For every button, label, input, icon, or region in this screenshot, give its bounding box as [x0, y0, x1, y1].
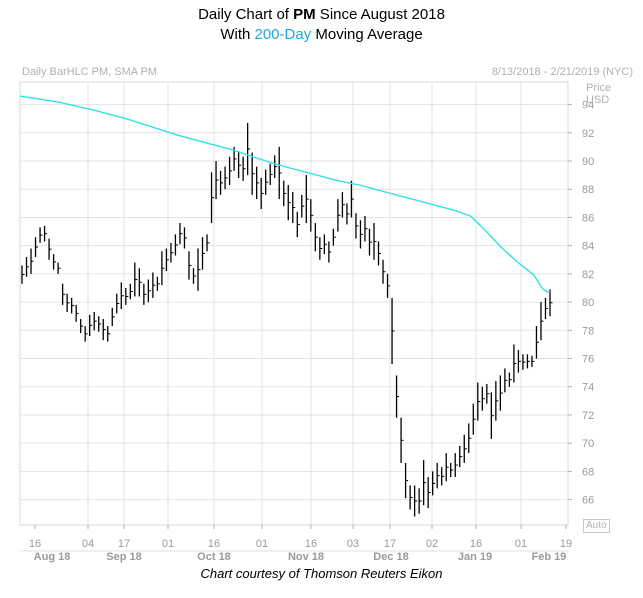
- title-ticker: PM: [293, 6, 316, 23]
- title2-prefix: With: [220, 26, 255, 43]
- x-month-label: Jan 19: [458, 551, 492, 563]
- x-tick-label: 04: [82, 538, 94, 550]
- sma-200-line: [19, 95, 551, 294]
- x-month-label: Sep 18: [106, 551, 141, 563]
- chart-series-label: Daily BarHLC PM, SMA PM: [22, 66, 158, 78]
- auto-scale-button[interactable]: Auto: [583, 519, 610, 533]
- chart-date-range: 8/13/2018 - 2/21/2019 (NYC): [491, 66, 633, 78]
- x-tick-label: 16: [208, 538, 220, 550]
- y-tick-label: 82: [582, 269, 594, 281]
- y-tick-label: 84: [582, 241, 594, 253]
- x-tick-label: 02: [426, 538, 438, 550]
- price-axis-label: Price USD: [586, 82, 611, 106]
- x-month-label: Oct 18: [197, 551, 231, 563]
- x-month-label: Dec 18: [373, 551, 408, 563]
- y-tick-label: 80: [582, 297, 594, 309]
- title-suffix: Since August 2018: [315, 6, 445, 23]
- y-tick-label: 74: [582, 382, 594, 394]
- x-tick-label: 19: [560, 538, 572, 550]
- x-tick-label: 01: [256, 538, 268, 550]
- x-month-label: Feb 19: [532, 551, 567, 563]
- y-tick-label: 86: [582, 212, 594, 224]
- y-tick-label: 90: [582, 156, 594, 168]
- x-tick-label: 01: [162, 538, 174, 550]
- price-axis-label-line1: Price: [586, 82, 612, 94]
- title-prefix: Daily Chart of: [198, 6, 294, 23]
- y-tick-label: 70: [582, 438, 594, 450]
- chart-title-line-1: Daily Chart of PM Since August 2018: [0, 6, 643, 23]
- y-tick-label: 92: [582, 128, 594, 140]
- x-tick-label: 01: [515, 538, 527, 550]
- y-tick-label: 78: [582, 325, 594, 337]
- x-tick-label: 16: [470, 538, 482, 550]
- chart-caption: Chart courtesy of Thomson Reuters Eikon: [200, 566, 443, 581]
- y-tick-label: 76: [582, 354, 594, 366]
- x-month-label: Aug 18: [34, 551, 71, 563]
- x-tick-label: 16: [305, 538, 317, 550]
- x-tick-label: 03: [347, 538, 359, 550]
- x-tick-label: 17: [118, 538, 130, 550]
- x-tick-label: 16: [29, 538, 41, 550]
- x-tick-label: 17: [384, 538, 396, 550]
- y-tick-label: 88: [582, 184, 594, 196]
- y-tick-label: 72: [582, 410, 594, 422]
- chart-title-line-2: With 200-Day Moving Average: [0, 26, 643, 43]
- y-tick-label: 66: [582, 495, 594, 507]
- plot-frame: [19, 81, 569, 526]
- title2-highlight: 200-Day: [254, 26, 312, 43]
- y-tick-label: 68: [582, 466, 594, 478]
- title2-suffix: Moving Average: [311, 26, 423, 43]
- x-month-label: Nov 18: [288, 551, 324, 563]
- price-axis-label-line2: USD: [586, 94, 610, 106]
- y-tick-label: 94: [582, 100, 594, 112]
